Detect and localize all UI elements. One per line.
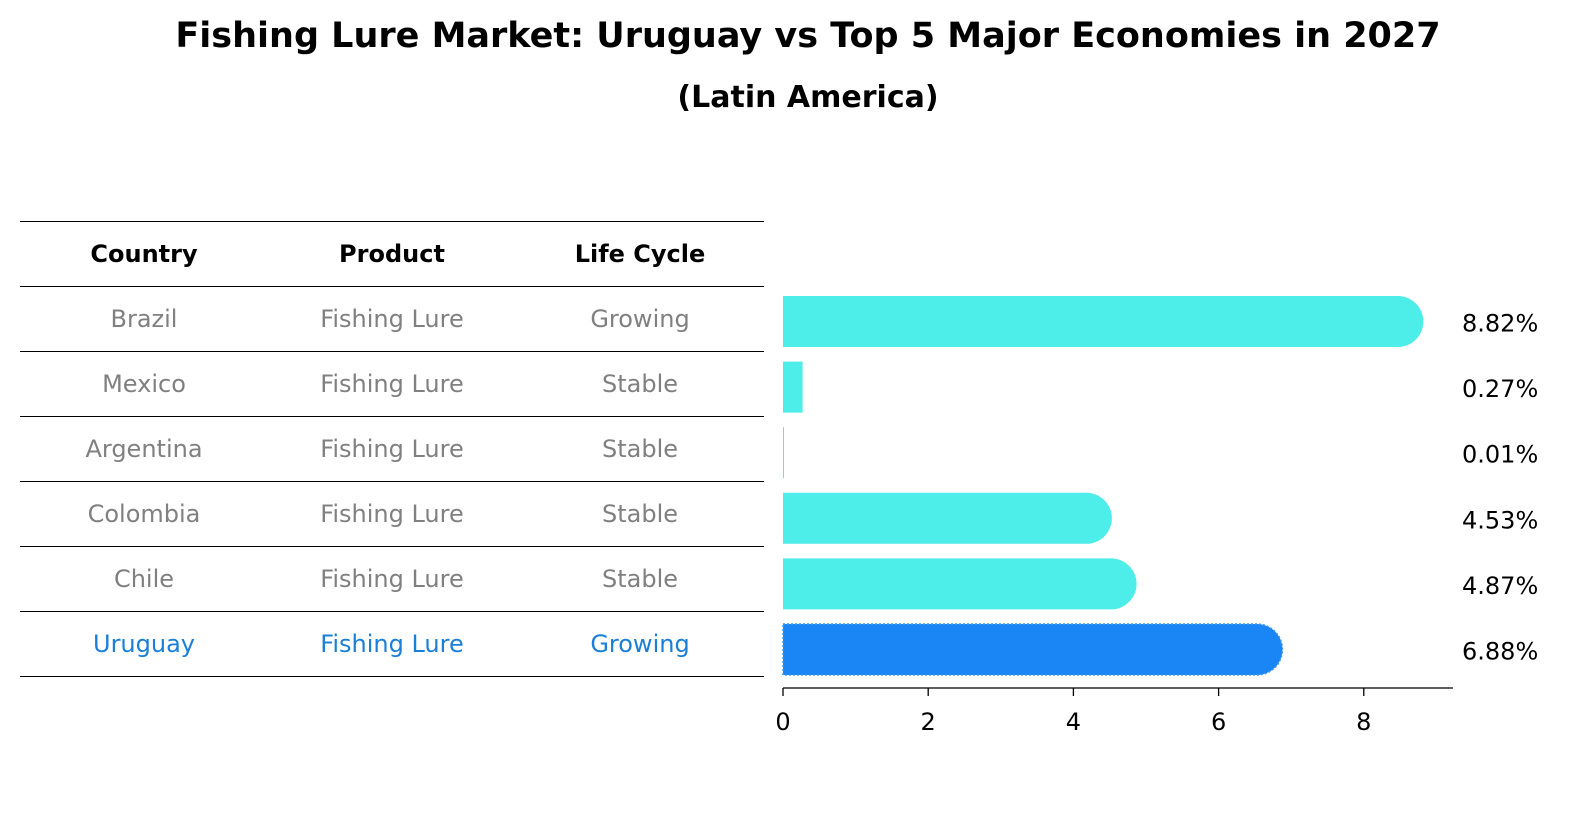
cell-life-cycle: Stable: [516, 546, 764, 612]
bar-argentina: [783, 427, 784, 479]
cell-country: Chile: [20, 546, 268, 612]
value-label-mexico: 0.27%: [1462, 375, 1538, 403]
cell-product: Fishing Lure: [268, 286, 516, 352]
cell-life-cycle: Stable: [516, 416, 764, 482]
x-axis-tick-label: 0: [775, 708, 790, 736]
table-row: Mexico Fishing Lure Stable: [20, 351, 764, 417]
cell-product: Fishing Lure: [268, 611, 516, 677]
value-label-colombia: 4.53%: [1462, 506, 1538, 534]
x-axis-tick-label: 6: [1211, 708, 1226, 736]
cell-country: Mexico: [20, 351, 268, 417]
table-row: Brazil Fishing Lure Growing: [20, 286, 764, 352]
header-product: Product: [268, 221, 516, 287]
chart-title: Fishing Lure Market: Uruguay vs Top 5 Ma…: [175, 16, 1441, 56]
bar-chile: [783, 558, 1137, 610]
cell-product: Fishing Lure: [268, 481, 516, 547]
bar-mexico: [783, 361, 803, 413]
bar-brazil: [783, 296, 1424, 347]
chart-subtitle: (Latin America): [677, 80, 939, 115]
table-row: Argentina Fishing Lure Stable: [20, 416, 764, 482]
cell-country: Uruguay: [20, 611, 268, 677]
header-life-cycle: Life Cycle: [516, 221, 764, 287]
table-row-highlighted: Uruguay Fishing Lure Growing: [20, 611, 764, 677]
cell-country: Brazil: [20, 286, 268, 352]
value-label-brazil: 8.82%: [1462, 310, 1538, 338]
cell-life-cycle: Growing: [516, 286, 764, 352]
x-axis-tick-label: 4: [1066, 708, 1081, 736]
table-header-row: Country Product Life Cycle: [20, 221, 764, 287]
value-label-chile: 4.87%: [1462, 572, 1538, 600]
bar-colombia: [783, 492, 1112, 544]
cell-product: Fishing Lure: [268, 351, 516, 417]
header-country: Country: [20, 221, 268, 287]
value-label-uruguay: 6.88%: [1462, 638, 1538, 666]
table-row: Chile Fishing Lure Stable: [20, 546, 764, 612]
cell-product: Fishing Lure: [268, 416, 516, 482]
table-row: Colombia Fishing Lure Stable: [20, 481, 764, 547]
cell-life-cycle: Growing: [516, 611, 764, 677]
x-axis-tick-label: 8: [1356, 708, 1371, 736]
cell-product: Fishing Lure: [268, 546, 516, 612]
cell-life-cycle: Stable: [516, 481, 764, 547]
cell-country: Colombia: [20, 481, 268, 547]
cell-country: Argentina: [20, 416, 268, 482]
value-label-argentina: 0.01%: [1462, 441, 1538, 469]
bar-uruguay: [782, 623, 1284, 676]
x-axis-tick-label: 2: [921, 708, 936, 736]
market-table: Country Product Life Cycle Brazil Fishin…: [20, 221, 764, 677]
